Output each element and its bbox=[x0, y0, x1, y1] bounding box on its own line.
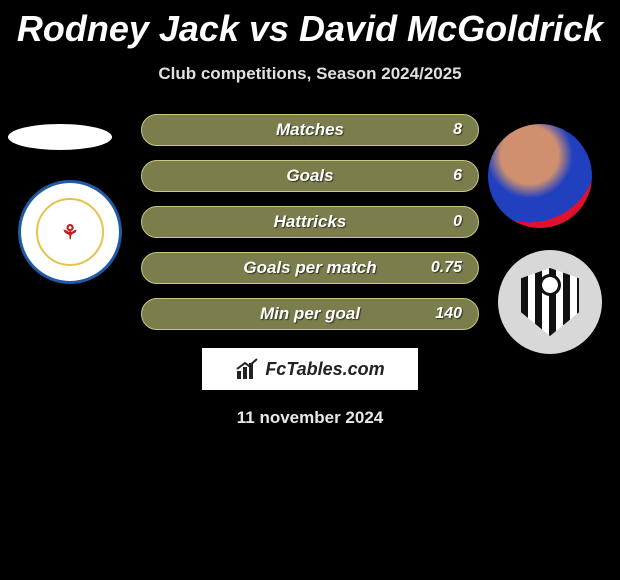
stat-row-goals: Goals 6 bbox=[141, 160, 479, 192]
brand-text: FcTables.com bbox=[265, 359, 384, 380]
stat-label: Hattricks bbox=[274, 212, 347, 232]
player2-avatar bbox=[488, 124, 592, 228]
stat-row-hattricks: Hattricks 0 bbox=[141, 206, 479, 238]
ball-icon bbox=[539, 274, 561, 296]
stat-label: Min per goal bbox=[260, 304, 360, 324]
stat-row-min-per-goal: Min per goal 140 bbox=[141, 298, 479, 330]
stat-label: Goals per match bbox=[243, 258, 376, 278]
player1-club-badge: ⚘ bbox=[18, 180, 122, 284]
stat-right-value: 0.75 bbox=[422, 259, 462, 277]
stat-right-value: 8 bbox=[422, 121, 462, 139]
stat-label: Goals bbox=[286, 166, 333, 186]
stat-right-value: 140 bbox=[422, 305, 462, 323]
club-crest-icon: ⚘ bbox=[36, 198, 104, 266]
date-text: 11 november 2024 bbox=[0, 408, 620, 428]
player2-club-badge bbox=[498, 250, 602, 354]
shield-icon bbox=[521, 268, 579, 336]
stat-right-value: 6 bbox=[422, 167, 462, 185]
subtitle: Club competitions, Season 2024/2025 bbox=[0, 64, 620, 84]
stat-label: Matches bbox=[276, 120, 344, 140]
stat-right-value: 0 bbox=[422, 213, 462, 231]
chart-icon bbox=[235, 357, 259, 381]
page-title: Rodney Jack vs David McGoldrick bbox=[0, 0, 620, 50]
player1-avatar-placeholder bbox=[8, 124, 112, 150]
stat-row-goals-per-match: Goals per match 0.75 bbox=[141, 252, 479, 284]
stat-row-matches: Matches 8 bbox=[141, 114, 479, 146]
brand-logo[interactable]: FcTables.com bbox=[202, 348, 418, 390]
